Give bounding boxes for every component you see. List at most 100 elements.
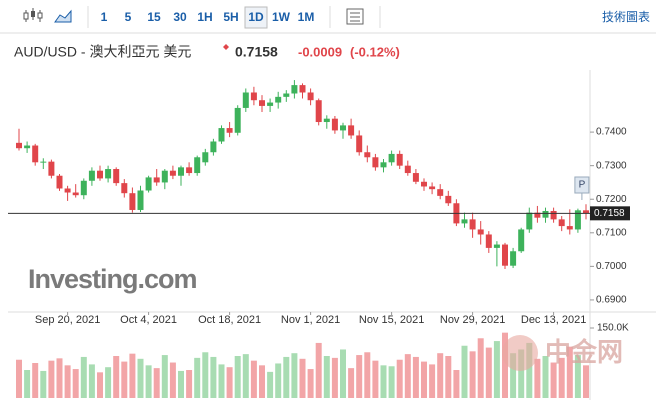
volume-bar <box>250 360 257 398</box>
volume-bar <box>226 367 233 398</box>
interval-button[interactable]: 1D <box>248 10 264 24</box>
candle-body <box>331 118 338 131</box>
candle-body <box>275 96 282 103</box>
volume-bar <box>558 357 565 398</box>
volume-bar <box>210 356 217 398</box>
technical-chart-link[interactable]: 技術圖表 <box>602 10 650 24</box>
candle-body <box>72 192 79 196</box>
volume-bar <box>550 362 557 398</box>
candle-body <box>380 162 387 168</box>
candle-body <box>437 189 444 196</box>
interval-button[interactable]: 1 <box>101 10 108 24</box>
candle-body <box>242 92 249 108</box>
candle-icon[interactable] <box>23 8 43 22</box>
candle-body <box>566 226 573 230</box>
volume-bar <box>234 356 241 398</box>
interval-button[interactable]: 1M <box>298 10 315 24</box>
volume-bar <box>469 351 476 398</box>
volume-bar <box>299 358 306 398</box>
interval-button[interactable]: 5 <box>125 10 132 24</box>
candle-body <box>477 229 484 235</box>
price-change: -0.0009 <box>298 44 342 59</box>
volume-bar <box>72 369 79 398</box>
volume-bar <box>137 358 144 398</box>
candle-body <box>396 153 403 166</box>
volume-tick-label: 150.0K <box>597 323 629 334</box>
volume-bar <box>267 371 274 398</box>
volume-bar <box>242 354 249 398</box>
volume-bar <box>105 367 112 398</box>
volume-bar <box>194 357 201 398</box>
volume-bar <box>129 353 136 398</box>
volume-bar <box>485 347 492 398</box>
candle-body <box>388 153 395 163</box>
candle-body <box>32 145 39 163</box>
volume-bar <box>518 349 525 398</box>
candle-body <box>421 181 427 187</box>
candle-body <box>250 92 257 101</box>
candle-body <box>145 177 152 191</box>
volume-bar <box>48 360 55 398</box>
volume-bar <box>453 370 460 398</box>
last-price-box <box>590 206 630 221</box>
interval-button[interactable]: 5H <box>223 10 238 24</box>
candle-body <box>583 210 589 214</box>
volume-bar <box>542 356 549 398</box>
volume-bar <box>153 368 160 398</box>
x-tick-label: Nov 29, 2021 <box>440 314 505 326</box>
candle-body <box>259 100 265 106</box>
candle-body <box>210 141 217 153</box>
candle-body <box>348 125 355 136</box>
interval-button[interactable]: 1W <box>272 10 291 24</box>
volume-bar <box>566 346 573 398</box>
interval-button[interactable]: 1H <box>197 10 212 24</box>
candle-body <box>153 177 160 183</box>
toolbar: 1 5 15 30 1H 5H 1D 1W 1M 技術圖表 <box>0 6 656 34</box>
volume-bar <box>145 365 152 398</box>
price-change-percent: (-0.12%) <box>350 44 400 59</box>
candle-body <box>137 190 144 210</box>
candle-body <box>429 186 436 190</box>
candle-body <box>88 170 95 181</box>
volume-bar <box>218 364 225 398</box>
y-tick-label: 0.7200 <box>596 194 627 205</box>
interval-button[interactable]: 30 <box>173 10 187 24</box>
candle-body <box>404 165 411 174</box>
candle-body <box>291 85 298 94</box>
candle-body <box>105 169 112 179</box>
candle-body <box>315 100 322 123</box>
volume-bar <box>113 356 120 398</box>
candle-body <box>299 85 306 93</box>
logo-circle <box>502 335 538 371</box>
interval-button[interactable]: 15 <box>147 10 161 24</box>
candle-body <box>412 173 419 182</box>
area-icon[interactable] <box>54 9 72 23</box>
table-icon[interactable] <box>346 8 364 25</box>
candle-body <box>178 167 184 176</box>
candle-body <box>234 107 241 133</box>
volume-bar <box>574 355 581 398</box>
y-tick-label: 0.7000 <box>596 261 627 272</box>
volume-bar <box>315 342 322 398</box>
volume-bar <box>372 360 379 398</box>
candle-body <box>56 175 63 189</box>
candle-body <box>129 193 136 210</box>
candle-body <box>40 161 47 163</box>
candle-body <box>218 128 225 142</box>
volume-bar <box>526 342 533 398</box>
candle-body <box>121 183 128 194</box>
candle-body <box>161 170 168 183</box>
volume-bar <box>348 368 355 398</box>
volume-bar <box>56 358 63 398</box>
volume-bar <box>88 364 95 398</box>
volume-bar <box>510 353 517 398</box>
down-indicator <box>223 44 229 50</box>
header: AUD/USD - 澳大利亞元 美元 0.7158 -0.0009 (-0.12… <box>14 44 400 60</box>
candle-body <box>48 161 55 176</box>
candle-body <box>64 188 71 193</box>
candle-body <box>24 145 31 149</box>
candle-body <box>16 142 22 149</box>
volume-bar <box>323 356 330 398</box>
volume-bar <box>186 370 193 398</box>
